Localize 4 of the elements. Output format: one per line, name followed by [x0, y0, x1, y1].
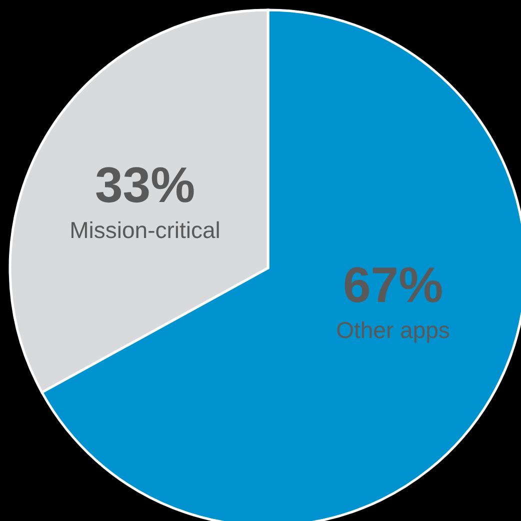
- data-label: 67%: [342, 257, 444, 313]
- slice-label: Mission-critical: [70, 217, 220, 243]
- data-label: 33%: [94, 157, 196, 213]
- slice-label: Other apps: [336, 317, 450, 343]
